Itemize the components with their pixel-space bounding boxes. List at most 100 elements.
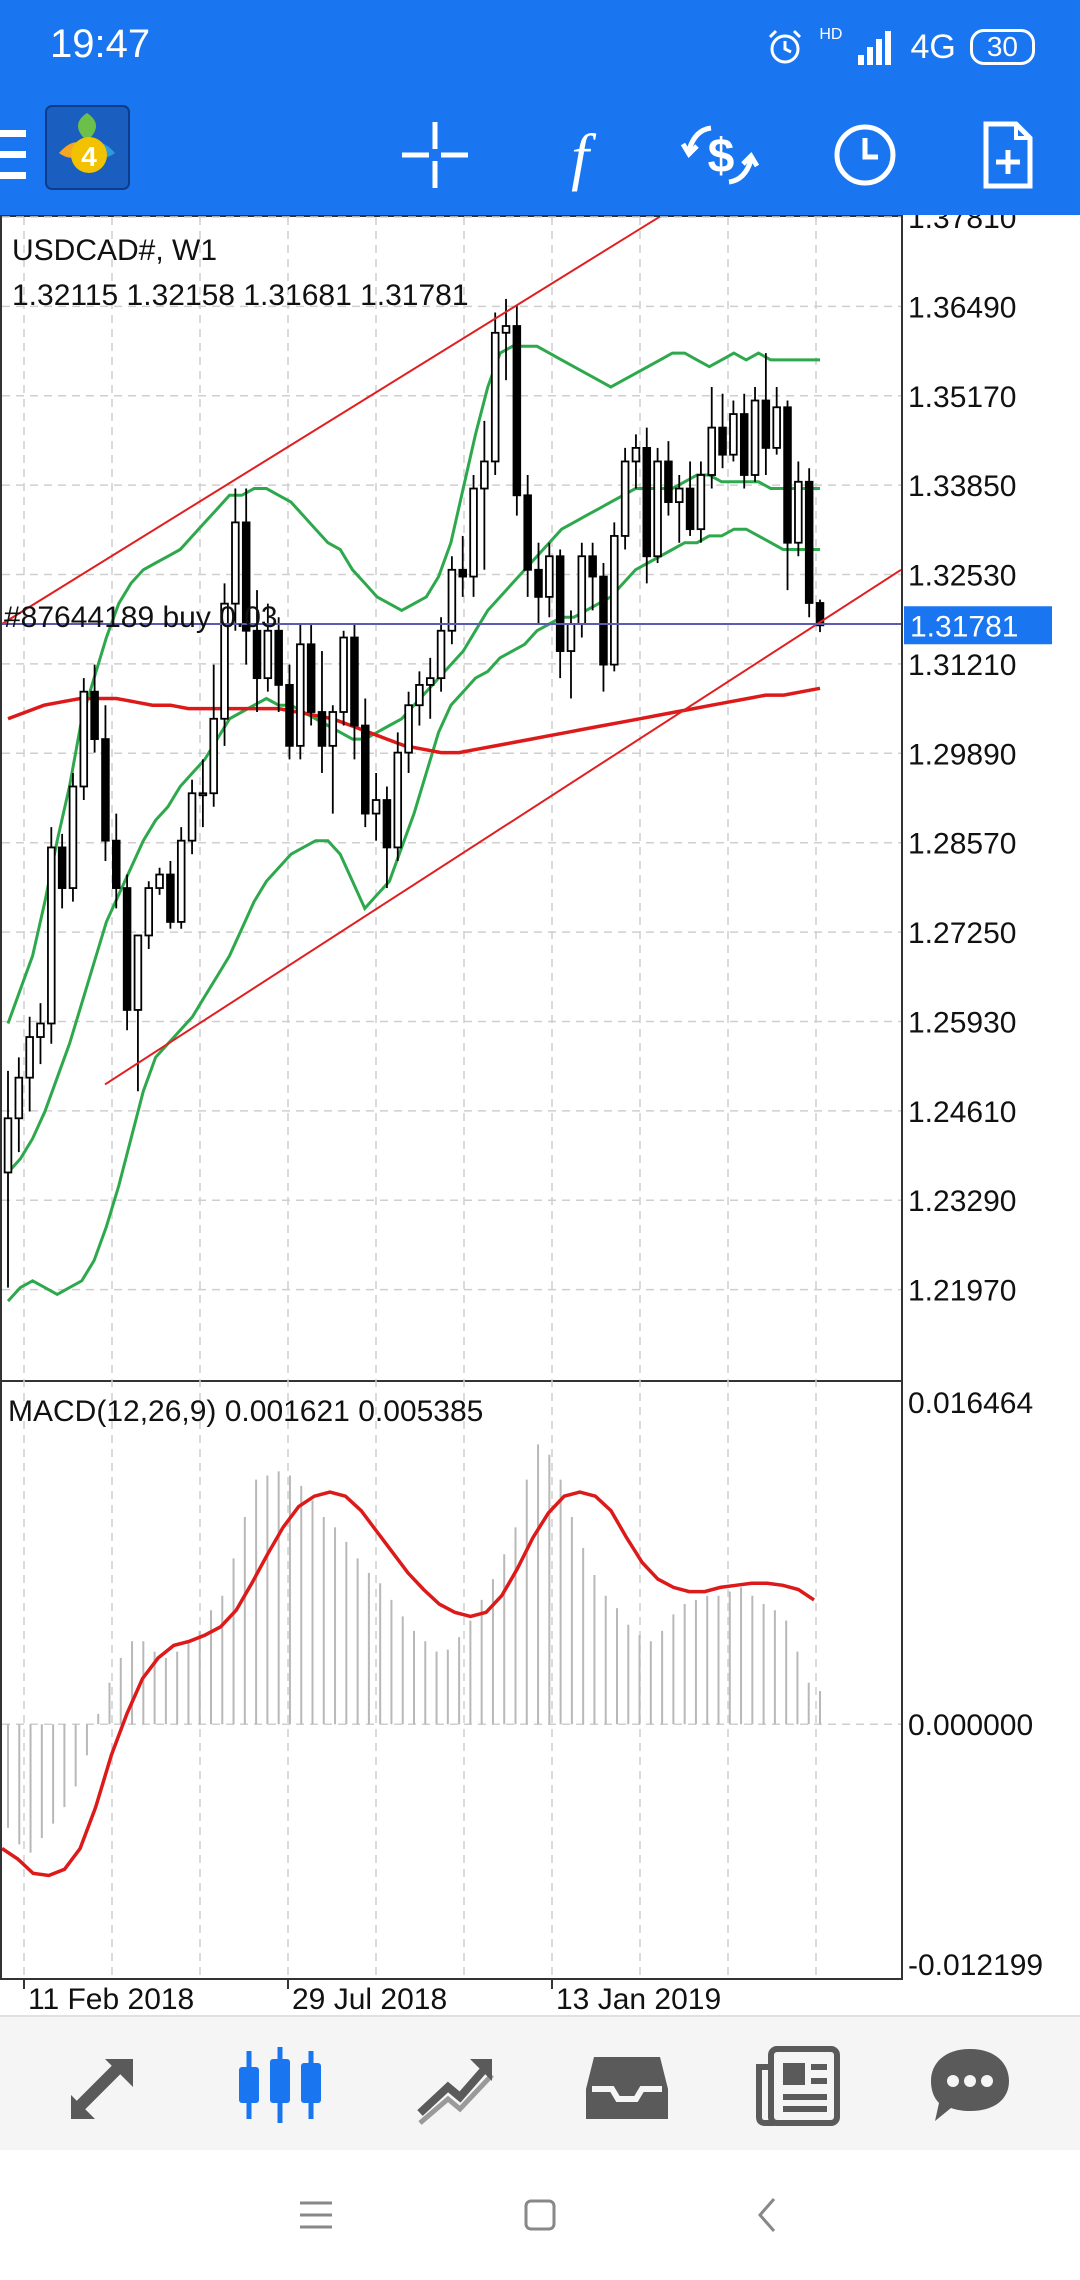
candle: [653, 447, 662, 564]
candle: [523, 474, 532, 597]
price-tick: 1.31210: [908, 649, 1016, 682]
system-nav-bar: [0, 2150, 1080, 2280]
hd-label: HD: [819, 26, 843, 43]
main-chart-frame: [0, 215, 903, 1382]
candle: [718, 393, 727, 469]
battery-level: 30: [986, 31, 1018, 62]
nav-chart[interactable]: [225, 2037, 335, 2132]
candlestick-icon: [239, 2047, 321, 2123]
trade-icon: [417, 2059, 494, 2125]
status-bar: 19:47 HD 4G 30: [0, 0, 1080, 95]
candle: [68, 772, 78, 902]
candle: [490, 312, 500, 475]
crosshair-icon: [402, 122, 468, 188]
candle: [436, 617, 446, 692]
candle: [79, 678, 89, 801]
price-tick: 1.32530: [908, 560, 1016, 593]
bottom-nav: [0, 2015, 1080, 2152]
candle: [815, 599, 825, 633]
chat-icon: [931, 2049, 1009, 2121]
candle: [209, 664, 218, 807]
price-tick: 1.29890: [908, 738, 1016, 771]
nav-news[interactable]: [745, 2037, 855, 2132]
square-icon: [524, 2199, 556, 2231]
price-tick: 1.25930: [908, 1006, 1016, 1039]
status-time: 19:47: [50, 22, 151, 66]
candle: [296, 623, 305, 760]
recent-apps-button[interactable]: [286, 2185, 346, 2245]
price-tick: 1.36490: [908, 291, 1016, 324]
candle: [133, 934, 143, 1092]
candle: [674, 474, 684, 543]
candle: [350, 623, 359, 760]
price-tick: 1.28570: [908, 828, 1016, 861]
candle: [198, 759, 208, 828]
crosshair-button[interactable]: [390, 110, 480, 200]
candle: [176, 827, 186, 929]
chart-svg[interactable]: 1.37810 1.36490 1.35170 1.33850 1.32530 1.312…: [0, 215, 1080, 2015]
macd-frame: [0, 1380, 903, 1980]
symbols-button[interactable]: $: [675, 110, 765, 200]
candle: [220, 583, 229, 746]
candle: [447, 556, 457, 645]
menu-icon[interactable]: [0, 125, 30, 190]
candle: [371, 772, 381, 841]
candle: [404, 691, 413, 773]
nav-quotes[interactable]: [55, 2037, 165, 2132]
candle: [122, 874, 132, 1031]
candle: [664, 441, 673, 516]
metatrader-4-icon[interactable]: 4: [45, 105, 130, 190]
new-order-button[interactable]: [962, 110, 1052, 200]
candle: [599, 563, 608, 692]
candle: [252, 590, 262, 713]
candle: [534, 542, 543, 624]
candle: [361, 698, 370, 828]
candle: [761, 353, 771, 475]
bollinger-upper: [6, 344, 820, 1025]
candle: [155, 867, 164, 895]
candle: [241, 488, 251, 665]
back-button[interactable]: [738, 2185, 798, 2245]
nav-trade[interactable]: [400, 2037, 510, 2132]
candle: [339, 630, 348, 726]
chevron-left-icon: [758, 2198, 776, 2232]
current-price-text: 1.31781: [910, 610, 1018, 643]
candle: [707, 386, 716, 489]
price-tick: 1.24610: [908, 1096, 1016, 1129]
candle: [3, 1070, 13, 1288]
axis-ticks: 1.37810 1.36490 1.35170 1.33850 1.32530 1.312…: [23, 215, 1043, 2015]
nav-history[interactable]: [572, 2037, 682, 2132]
candle: [90, 664, 99, 753]
candle: [425, 657, 435, 719]
dollar-exchange-icon: $: [680, 125, 760, 185]
macd-tick: 0.000000: [908, 1709, 1033, 1742]
timeframe-button[interactable]: [820, 110, 910, 200]
ohlc-label: 1.32115 1.32158 1.31681 1.31781: [12, 279, 469, 312]
candle: [25, 1016, 34, 1112]
candle: [696, 461, 706, 543]
candle: [783, 400, 792, 591]
date-tick: 13 Jan 2019: [556, 1983, 721, 2015]
current-price-badge: [904, 606, 1052, 645]
nav-messages[interactable]: [915, 2037, 1025, 2132]
macd-plot: [2, 1444, 821, 1878]
candle: [750, 386, 760, 482]
svg-text:f: f: [571, 121, 597, 192]
candle: [620, 447, 630, 550]
chart-area[interactable]: 1.37810 1.36490 1.35170 1.33850 1.32530 1.312…: [0, 215, 1080, 2015]
indicators-button[interactable]: f: [535, 110, 625, 200]
date-tick: 11 Feb 2018: [28, 1983, 194, 2015]
candle: [555, 549, 565, 679]
macd-label: MACD(12,26,9) 0.001621 0.005385: [8, 1395, 483, 1428]
candle: [328, 705, 338, 814]
candle: [739, 393, 749, 489]
newspaper-icon: [756, 2046, 840, 2126]
new-document-icon: [983, 121, 1033, 189]
candle: [685, 461, 695, 536]
candle: [285, 664, 294, 760]
price-tick: 1.33850: [908, 470, 1016, 503]
bollinger-middle: [6, 473, 820, 1174]
home-button[interactable]: [510, 2185, 570, 2245]
candle: [231, 488, 240, 631]
signal-icon: [858, 31, 892, 65]
